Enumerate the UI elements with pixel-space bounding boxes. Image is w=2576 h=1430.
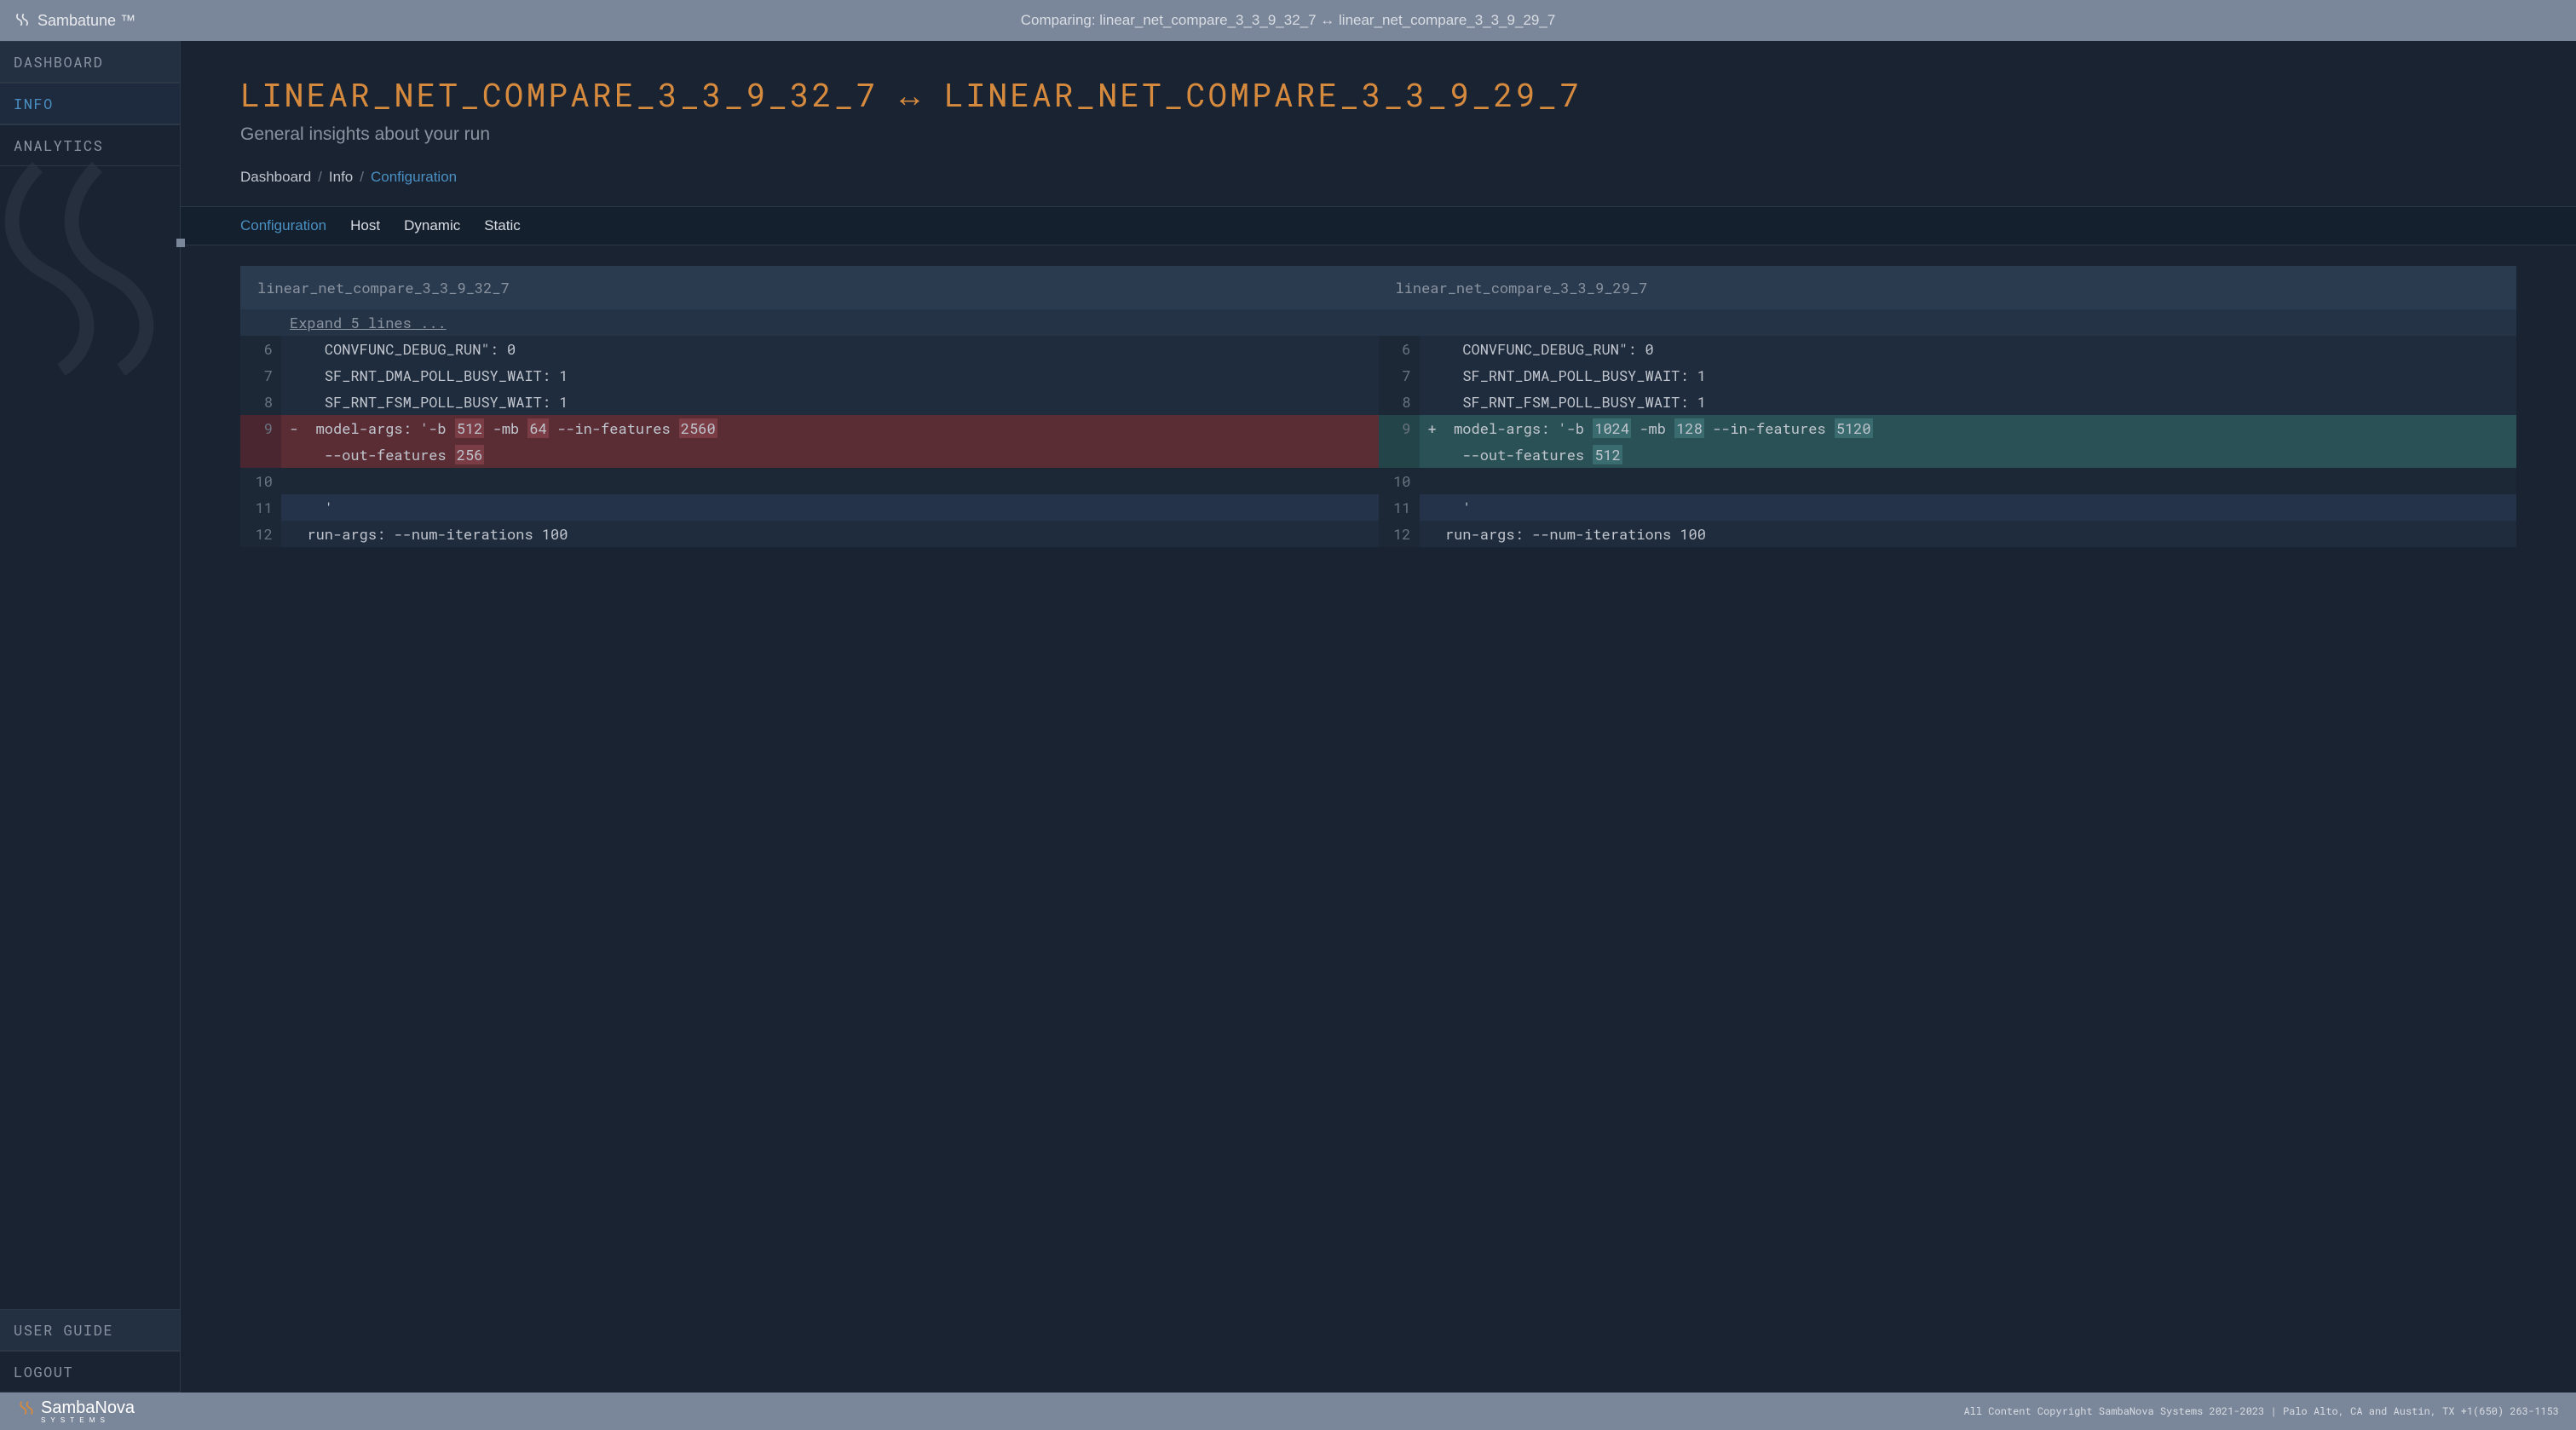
diff-left-title: linear_net_compare_3_3_9_32_7 [240,266,1379,309]
line-number: 7 [240,362,281,389]
main-content: LINEAR_NET_COMPARE_3_3_9_32_7 ↔ LINEAR_N… [181,41,2576,1393]
diff-line-right: --out-features 512 [1379,441,2517,468]
line-content: CONVFUNC_DEBUG_RUN": 0 [281,336,1379,362]
sidebar-item-logout[interactable]: LOGOUT [0,1351,180,1393]
line-number: 9 [240,415,281,441]
line-content: --out-features 256 [281,441,1379,468]
tab-static[interactable]: Static [484,217,521,234]
line-content: ' [1420,494,2517,521]
diff-line-right: 6 CONVFUNC_DEBUG_RUN": 0 [1379,336,2517,362]
line-content: SF_RNT_FSM_POLL_BUSY_WAIT: 1 [1420,389,2517,415]
sidebar-bottom: USER GUIDELOGOUT [0,1309,180,1393]
diff-row: 11 '11 ' [240,494,2516,521]
diff-line-left: 8 SF_RNT_FSM_POLL_BUSY_WAIT: 1 [240,389,1379,415]
diff-line-left: 11 ' [240,494,1379,521]
line-content: SF_RNT_DMA_POLL_BUSY_WAIT: 1 [1420,362,2517,389]
sidebar: DASHBOARDINFOANALYTICS USER GUIDELOGOUT [0,41,181,1393]
footer-brand[interactable]: SambaNova S Y S T E M S [17,1398,135,1424]
diff-line-right: 9+ model-args: '-b 1024 -mb 128 --in-fea… [1379,415,2517,441]
page-subtitle: General insights about your run [240,124,2576,145]
sidebar-item-user-guide[interactable]: USER GUIDE [0,1309,180,1351]
topbar: Sambatune ™ Comparing: linear_net_compar… [0,0,2576,41]
footer-brand-icon [17,1399,36,1423]
diff-line-left: 10 [240,468,1379,494]
diff-line-left: 7 SF_RNT_DMA_POLL_BUSY_WAIT: 1 [240,362,1379,389]
line-content: - model-args: '-b 512 -mb 64 --in-featur… [281,415,1379,441]
line-number [240,441,281,468]
line-number: 12 [1379,521,1420,547]
diff-line-left: 12 run-args: --num-iterations 100 [240,521,1379,547]
breadcrumb: Dashboard/Info/Configuration [240,169,2576,186]
line-content: CONVFUNC_DEBUG_RUN": 0 [1420,336,2517,362]
diff-expand-row[interactable]: Expand 5 lines ... [240,309,2516,336]
tabbar: Configuration Host Dynamic Static [181,206,2576,245]
diff-body: Expand 5 lines ...6 CONVFUNC_DEBUG_RUN":… [240,309,2516,547]
diff-view: linear_net_compare_3_3_9_32_7 linear_net… [240,266,2516,547]
line-content: run-args: --num-iterations 100 [281,521,1379,547]
line-number: 6 [1379,336,1420,362]
diff-line-right: 12 run-args: --num-iterations 100 [1379,521,2517,547]
tab-configuration[interactable]: Configuration [240,217,326,234]
diff-row: 10 10 [240,468,2516,494]
breadcrumb-info[interactable]: Info [329,169,353,185]
diff-row: 12 run-args: --num-iterations 10012 run-… [240,521,2516,547]
line-content: --out-features 512 [1420,441,2517,468]
line-content: SF_RNT_FSM_POLL_BUSY_WAIT: 1 [281,389,1379,415]
footer: SambaNova S Y S T E M S All Content Copy… [0,1393,2576,1430]
line-number: 10 [240,468,281,494]
brand-text: Sambatune ™ [37,12,135,30]
line-content: SF_RNT_DMA_POLL_BUSY_WAIT: 1 [281,362,1379,389]
diff-row: 9- model-args: '-b 512 -mb 64 --in-featu… [240,415,2516,441]
line-number: 11 [1379,494,1420,521]
breadcrumb-dashboard[interactable]: Dashboard [240,169,311,185]
diff-row: 6 CONVFUNC_DEBUG_RUN": 06 CONVFUNC_DEBUG… [240,336,2516,362]
line-number: 8 [240,389,281,415]
line-content: run-args: --num-iterations 100 [1420,521,2517,547]
line-number: 8 [1379,389,1420,415]
line-number: 11 [240,494,281,521]
diff-line-right: 10 [1379,468,2517,494]
diff-row: 7 SF_RNT_DMA_POLL_BUSY_WAIT: 17 SF_RNT_D… [240,362,2516,389]
diff-row: --out-features 256 --out-features 512 [240,441,2516,468]
topbar-comparing: Comparing: linear_net_compare_3_3_9_32_7… [1021,12,1556,29]
footer-brand-text: SambaNova [41,1398,135,1418]
line-content: ' [281,494,1379,521]
diff-line-right: 7 SF_RNT_DMA_POLL_BUSY_WAIT: 1 [1379,362,2517,389]
diff-line-left: 6 CONVFUNC_DEBUG_RUN": 0 [240,336,1379,362]
sidebar-resize-handle[interactable] [176,239,185,247]
sidebar-nav: DASHBOARDINFOANALYTICS [0,41,180,1309]
diff-line-right: 11 ' [1379,494,2517,521]
line-number: 10 [1379,468,1420,494]
breadcrumb-configuration: Configuration [371,169,457,185]
sidebar-item-dashboard[interactable]: DASHBOARD [0,41,180,83]
brand-icon [14,12,31,29]
diff-header: linear_net_compare_3_3_9_32_7 linear_net… [240,266,2516,309]
line-content [1420,468,2517,494]
sidebar-item-analytics[interactable]: ANALYTICS [0,124,180,166]
line-number: 9 [1379,415,1420,441]
line-content: + model-args: '-b 1024 -mb 128 --in-feat… [1420,415,2517,441]
diff-line-left: --out-features 256 [240,441,1379,468]
sidebar-item-info[interactable]: INFO [0,83,180,124]
diff-right-title: linear_net_compare_3_3_9_29_7 [1379,266,2517,309]
page-title: LINEAR_NET_COMPARE_3_3_9_32_7 ↔ LINEAR_N… [240,75,2576,116]
line-number: 6 [240,336,281,362]
line-number: 12 [240,521,281,547]
diff-expand-text: Expand 5 lines ... [281,309,1379,336]
line-number [1379,441,1420,468]
tab-host[interactable]: Host [350,217,380,234]
line-content [281,468,1379,494]
footer-copyright: All Content Copyright SambaNova Systems … [1963,1404,2559,1418]
diff-line-right: 8 SF_RNT_FSM_POLL_BUSY_WAIT: 1 [1379,389,2517,415]
diff-line-left: 9- model-args: '-b 512 -mb 64 --in-featu… [240,415,1379,441]
tab-dynamic[interactable]: Dynamic [404,217,460,234]
diff-row: 8 SF_RNT_FSM_POLL_BUSY_WAIT: 18 SF_RNT_F… [240,389,2516,415]
line-number: 7 [1379,362,1420,389]
brand-logo[interactable]: Sambatune ™ [14,12,135,30]
